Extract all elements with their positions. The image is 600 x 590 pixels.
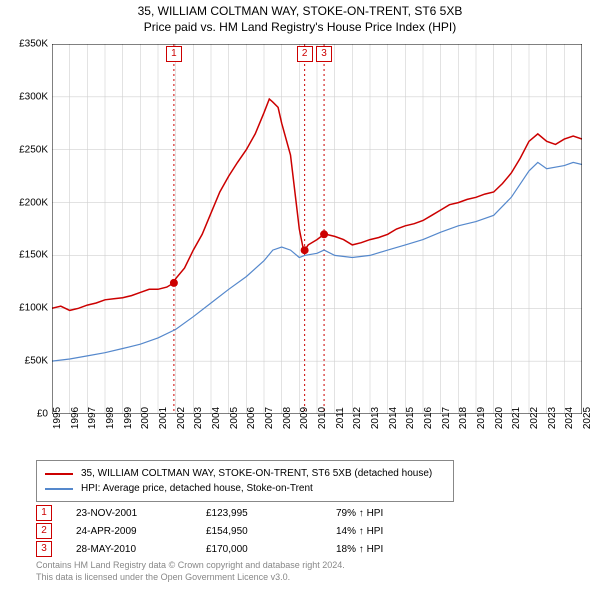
y-axis-label: £200K [19,197,48,208]
x-axis-label: 2003 [193,407,204,429]
sales-hpi-1: 79% ↑ HPI [336,508,456,519]
legend-row-property: 35, WILLIAM COLTMAN WAY, STOKE-ON-TRENT,… [45,466,445,481]
sales-row-3: 3 28-MAY-2010 £170,000 18% ↑ HPI [36,540,456,558]
x-axis-label: 2000 [140,407,151,429]
x-axis-label: 2005 [229,407,240,429]
sales-hpi-3: 18% ↑ HPI [336,544,456,555]
x-axis-label: 1999 [123,407,134,429]
sales-marker-3: 3 [36,541,52,557]
chart-plot-area: £0£50K£100K£150K£200K£250K£300K£350K1995… [52,44,582,414]
legend-box: 35, WILLIAM COLTMAN WAY, STOKE-ON-TRENT,… [36,460,454,502]
title-line2: Price paid vs. HM Land Registry's House … [0,20,600,34]
chart-svg [52,44,582,414]
x-axis-label: 2006 [246,407,257,429]
x-axis-label: 2017 [441,407,452,429]
sales-marker-1: 1 [36,505,52,521]
sales-hpi-2: 14% ↑ HPI [336,526,456,537]
x-axis-label: 2010 [317,407,328,429]
sales-date-1: 23-NOV-2001 [76,508,206,519]
x-axis-label: 2013 [370,407,381,429]
x-axis-label: 2021 [511,407,522,429]
y-axis-label: £50K [25,356,48,367]
x-axis-label: 2004 [211,407,222,429]
title-line1: 35, WILLIAM COLTMAN WAY, STOKE-ON-TRENT,… [0,4,600,18]
x-axis-label: 1998 [105,407,116,429]
x-axis-label: 2016 [423,407,434,429]
x-axis-label: 1995 [52,407,63,429]
sales-price-3: £170,000 [206,544,336,555]
x-axis-label: 2019 [476,407,487,429]
footer-line2: This data is licensed under the Open Gov… [36,572,345,584]
y-axis-label: £350K [19,39,48,50]
legend-swatch-property [45,473,73,475]
footer-attribution: Contains HM Land Registry data © Crown c… [36,560,345,583]
title-block: 35, WILLIAM COLTMAN WAY, STOKE-ON-TRENT,… [0,0,600,34]
sales-table: 1 23-NOV-2001 £123,995 79% ↑ HPI 2 24-AP… [36,504,456,558]
legend-label-hpi: HPI: Average price, detached house, Stok… [81,481,313,496]
sales-date-2: 24-APR-2009 [76,526,206,537]
chart-sale-marker-1: 1 [166,46,182,62]
x-axis-label: 2008 [282,407,293,429]
x-axis-label: 2020 [494,407,505,429]
chart-container: 35, WILLIAM COLTMAN WAY, STOKE-ON-TRENT,… [0,0,600,590]
y-axis-label: £300K [19,91,48,102]
legend-swatch-hpi [45,488,73,490]
sales-row-1: 1 23-NOV-2001 £123,995 79% ↑ HPI [36,504,456,522]
x-axis-label: 2012 [352,407,363,429]
x-axis-label: 2015 [405,407,416,429]
legend-row-hpi: HPI: Average price, detached house, Stok… [45,481,445,496]
footer-line1: Contains HM Land Registry data © Crown c… [36,560,345,572]
x-axis-label: 2001 [158,407,169,429]
chart-sale-marker-3: 3 [316,46,332,62]
sales-price-2: £154,950 [206,526,336,537]
x-axis-label: 2009 [299,407,310,429]
x-axis-label: 2018 [458,407,469,429]
x-axis-label: 2014 [388,407,399,429]
x-axis-label: 2025 [582,407,593,429]
x-axis-label: 2022 [529,407,540,429]
x-axis-label: 1996 [70,407,81,429]
x-axis-label: 1997 [87,407,98,429]
y-axis-label: £250K [19,144,48,155]
y-axis-label: £150K [19,250,48,261]
x-axis-label: 2007 [264,407,275,429]
x-axis-label: 2011 [335,407,346,429]
x-axis-label: 2023 [547,407,558,429]
chart-sale-marker-2: 2 [297,46,313,62]
sales-marker-2: 2 [36,523,52,539]
y-axis-label: £100K [19,303,48,314]
x-axis-label: 2002 [176,407,187,429]
sales-date-3: 28-MAY-2010 [76,544,206,555]
sales-row-2: 2 24-APR-2009 £154,950 14% ↑ HPI [36,522,456,540]
y-axis-label: £0 [37,409,48,420]
x-axis-label: 2024 [564,407,575,429]
sales-price-1: £123,995 [206,508,336,519]
legend-label-property: 35, WILLIAM COLTMAN WAY, STOKE-ON-TRENT,… [81,466,432,481]
